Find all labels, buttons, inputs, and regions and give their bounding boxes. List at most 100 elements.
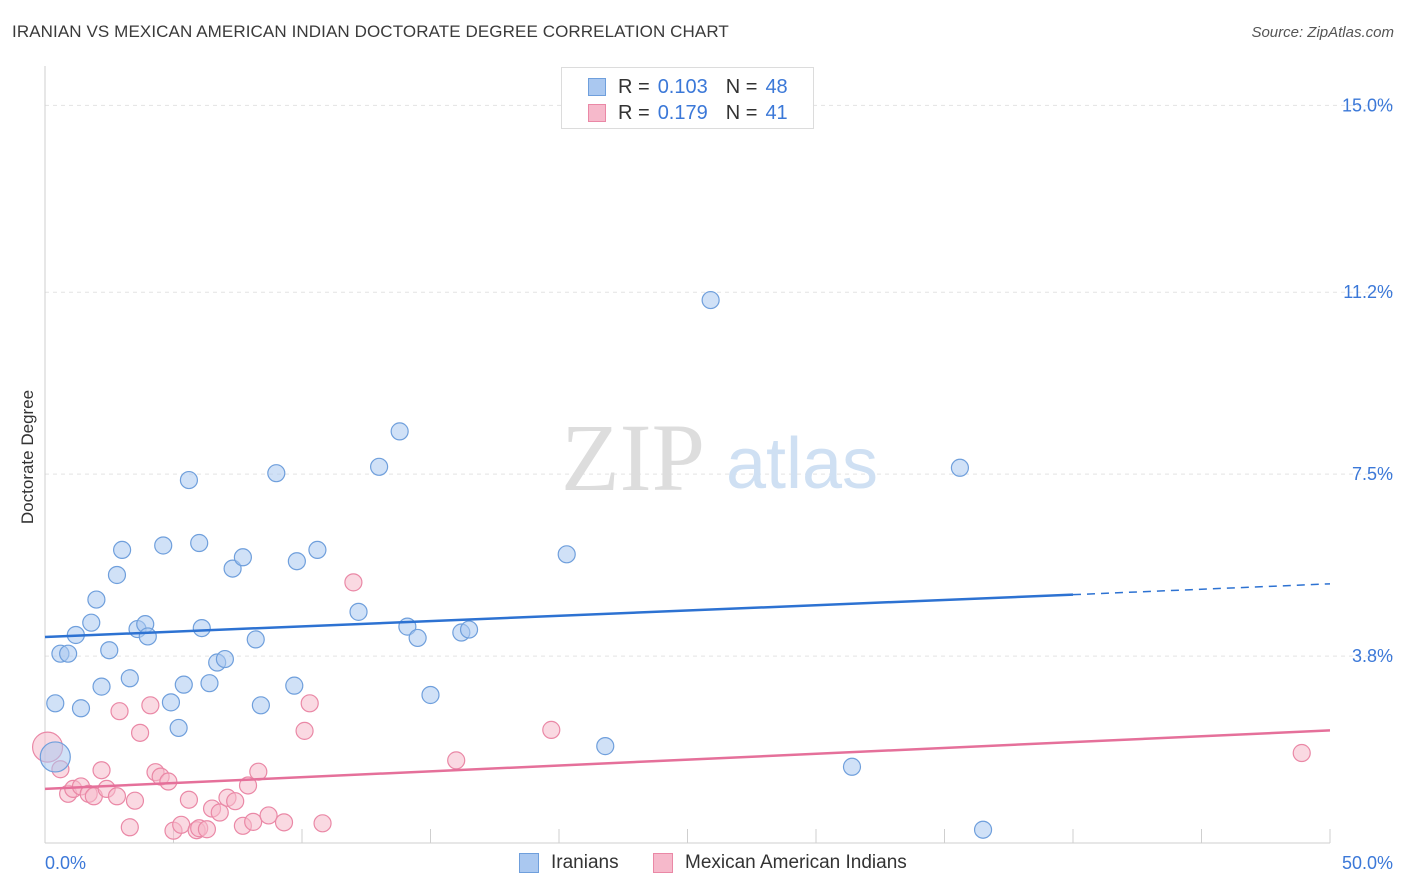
mexican-point (447, 751, 466, 770)
tick-labels: 3.8% 7.5% 11.2% 15.0% 0.0% 50.0% (45, 95, 1393, 873)
watermark-atlas: atlas (726, 424, 878, 504)
iranian-point (349, 602, 368, 621)
mexican-point (125, 791, 145, 810)
iranian-point (179, 470, 199, 490)
iranian-point (107, 565, 127, 585)
mexican-point (210, 803, 229, 822)
mexican-point (226, 792, 245, 811)
iranian-point (138, 627, 157, 646)
series-legend: Iranians Mexican American Indians (0, 852, 1406, 878)
y-tick-label: 3.8% (1352, 646, 1393, 666)
legend-n-label: N = (725, 75, 758, 98)
mexican-point (300, 694, 319, 713)
legend-r-label: R = (618, 75, 650, 98)
legend-swatch-mexican (653, 853, 673, 873)
iranian-point (973, 820, 993, 839)
iranian-point (39, 741, 71, 773)
iranian-point (701, 290, 720, 310)
iranian-point (842, 757, 862, 776)
mexican-point (259, 806, 278, 825)
iranian-point (287, 552, 306, 571)
series-mexican-american-indians (31, 573, 1311, 840)
mexican-point (172, 815, 191, 834)
legend-swatch-mexican (588, 104, 606, 122)
mexican-trend-line (44, 729, 1331, 791)
legend-item-mexican[interactable]: Mexican American Indians (653, 852, 907, 874)
mexican-point (274, 813, 294, 832)
iranian-point (285, 676, 304, 695)
mexican-point (238, 776, 258, 795)
mexican-point (159, 772, 178, 791)
iranian-point (596, 737, 615, 756)
legend-n-value: 48 (765, 75, 788, 98)
iranian-point (950, 458, 970, 477)
iranian-point (59, 644, 78, 663)
legend-r-value: 0.103 (657, 75, 708, 98)
iranian-point (233, 548, 252, 567)
legend-r-label: R = (618, 101, 650, 124)
mexican-point (244, 812, 263, 831)
iranian-point (46, 694, 65, 713)
mexican-point (295, 721, 314, 740)
iranian-point (459, 620, 479, 639)
iranian-point (370, 457, 389, 476)
x-tick-label: 50.0% (1342, 853, 1393, 873)
mexican-point (92, 761, 111, 780)
iranian-point (169, 718, 188, 738)
iranian-trend-line (44, 593, 1074, 639)
legend-label-mexican: Mexican American Indians (685, 852, 907, 873)
iranian-point (215, 649, 234, 669)
mexican-point (313, 814, 332, 833)
mexican-point (197, 820, 217, 839)
iranian-point (190, 533, 209, 553)
grid-lines (45, 104, 1395, 657)
iranian-point (200, 674, 219, 693)
iranian-point (112, 540, 132, 560)
iranian-point (87, 590, 106, 609)
iranian-point (308, 540, 327, 560)
chart-title: IRANIAN VS MEXICAN AMERICAN INDIAN DOCTO… (12, 22, 729, 41)
watermark-zip: ZIP (561, 404, 705, 511)
iranian-point (100, 641, 119, 660)
legend-label-iranians: Iranians (551, 852, 619, 873)
mexican-point (344, 573, 363, 592)
watermark: ZIP atlas (561, 404, 878, 511)
mexican-point (1292, 743, 1311, 763)
legend-n-label: N = (725, 101, 758, 124)
correlation-legend: R = 0.103 N = 48 R = 0.179 N = 41 (561, 67, 814, 129)
axes (44, 66, 1331, 844)
iranian-point (251, 696, 270, 715)
iranian-point (246, 630, 265, 649)
iranian-point (223, 559, 242, 578)
iranian-point (557, 545, 576, 564)
legend-row-mexican: R = 0.179 N = 41 (588, 101, 788, 125)
legend-item-iranians[interactable]: Iranians (519, 852, 619, 874)
mexican-point (249, 762, 268, 781)
y-axis-label: Doctorate Degree (18, 389, 37, 525)
legend-swatch-iranians (588, 78, 606, 96)
iranian-point (161, 693, 181, 712)
legend-n-value: 41 (765, 101, 788, 124)
mexican-point (130, 723, 150, 742)
iranian-point (174, 675, 193, 694)
legend-row-iranians: R = 0.103 N = 48 (588, 75, 788, 99)
series-iranians (39, 290, 993, 839)
mexican-point (179, 790, 199, 809)
iranian-point (82, 613, 101, 632)
mexican-point (120, 818, 139, 837)
iranian-point (421, 685, 440, 705)
mexican-point (542, 720, 561, 739)
y-tick-label: 15.0% (1342, 95, 1393, 115)
iranian-point (154, 536, 173, 555)
x-tick-label: 0.0% (45, 853, 86, 873)
iranian-point (71, 699, 91, 718)
y-tick-label: 11.2% (1343, 282, 1393, 302)
y-tick-label: 7.5% (1352, 464, 1393, 484)
iranian-point (120, 669, 139, 688)
iranian-point (390, 422, 409, 441)
iranian-trend-extension (1072, 583, 1331, 596)
iranian-point (92, 677, 111, 696)
trend-lines (44, 583, 1331, 791)
legend-r-value: 0.179 (657, 101, 708, 124)
